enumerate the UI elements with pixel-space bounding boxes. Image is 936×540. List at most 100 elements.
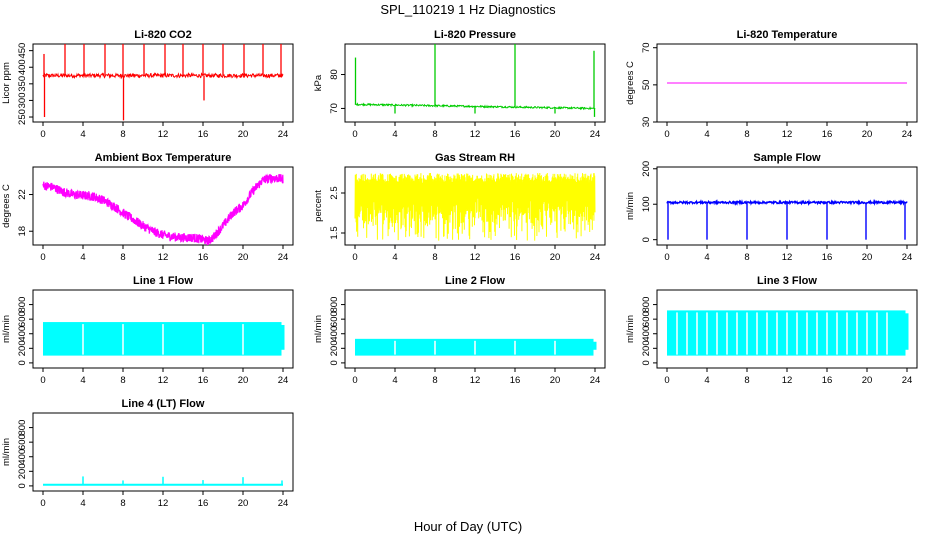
- x-tick-label: 24: [590, 129, 601, 140]
- series-line: [42, 173, 284, 245]
- y-tick-label: 800: [17, 297, 28, 313]
- x-tick-label: 16: [198, 252, 209, 263]
- x-tick-label: 20: [862, 129, 873, 140]
- x-tick-label: 16: [198, 129, 209, 140]
- x-tick-label: 4: [80, 375, 85, 386]
- y-tick-label: 800: [329, 297, 340, 313]
- x-tick-label: 12: [470, 375, 481, 386]
- y-axis-label: degrees C: [625, 61, 636, 105]
- y-tick-label: 18: [17, 226, 28, 237]
- x-tick-label: 4: [704, 252, 709, 263]
- x-tick-label: 0: [352, 129, 357, 140]
- series-line: [42, 72, 284, 80]
- y-tick-label: 200: [17, 463, 28, 479]
- y-tick-label: 200: [329, 340, 340, 356]
- x-tick-label: 16: [510, 252, 521, 263]
- x-tick-label: 12: [158, 252, 169, 263]
- x-tick-label: 24: [902, 375, 913, 386]
- x-tick-label: 24: [902, 129, 913, 140]
- panel-3: Li-820 Temperature degrees C 0 4 8 12 16 20 24 30…: [625, 29, 918, 140]
- y-tick-label: 30: [641, 117, 652, 128]
- x-tick-label: 20: [862, 375, 873, 386]
- y-axis-label: kPa: [313, 74, 324, 91]
- x-tick-label: 0: [40, 129, 45, 140]
- y-tick-label: 0: [641, 360, 652, 365]
- x-tick-label: 0: [352, 375, 357, 386]
- x-tick-label: 16: [510, 375, 521, 386]
- x-tick-label: 16: [198, 498, 209, 509]
- x-tick-label: 12: [782, 252, 793, 263]
- x-tick-label: 8: [744, 252, 749, 263]
- x-tick-label: 12: [470, 252, 481, 263]
- x-tick-label: 8: [744, 375, 749, 386]
- y-tick-label: 50: [641, 80, 652, 91]
- x-tick-label: 8: [120, 129, 125, 140]
- x-tick-label: 24: [590, 252, 601, 263]
- series-group: [43, 322, 285, 356]
- x-tick-label: 0: [352, 252, 357, 263]
- x-tick-label: 16: [822, 375, 833, 386]
- x-tick-label: 20: [550, 129, 561, 140]
- figure-title: SPL_110219 1 Hz Diagnostics: [380, 2, 556, 17]
- series-group: [42, 173, 284, 245]
- y-axis-label: ml/min: [313, 315, 324, 343]
- x-tick-label: 12: [158, 498, 169, 509]
- y-tick-label: 200: [17, 340, 28, 356]
- panel-8: Line 2 Flow ml/min 0 4 8 12 16 20 24 0 20040060080…: [313, 275, 606, 386]
- series-tail: [281, 324, 285, 350]
- x-tick-label: 4: [80, 252, 85, 263]
- y-tick-label: 800: [641, 297, 652, 313]
- x-tick-label: 0: [664, 375, 669, 386]
- series-group: [43, 476, 283, 486]
- y-axis-label: percent: [313, 190, 324, 222]
- x-tick-label: 0: [40, 498, 45, 509]
- panel-5: Gas Stream RH percent 0 4 8 12 16 20 24 1.5 2.5: [313, 152, 606, 263]
- y-tick-label: 22: [17, 189, 28, 200]
- panel-title: Li-820 Pressure: [434, 29, 516, 41]
- y-tick-label: 1.5: [329, 226, 340, 239]
- y-tick-label: 200: [641, 161, 652, 177]
- panel-title: Sample Flow: [753, 152, 821, 164]
- series-group: [42, 44, 284, 121]
- y-tick-label: 0: [17, 483, 28, 488]
- x-tick-label: 20: [238, 252, 249, 263]
- x-tick-label: 12: [158, 375, 169, 386]
- series-group: [666, 198, 908, 240]
- panel-10: Line 4 (LT) Flow ml/min 0 4 8 12 16 20 24 0 200400…: [1, 398, 294, 509]
- series-tail: [905, 313, 909, 350]
- y-tick-label: 0: [17, 360, 28, 365]
- x-tick-label: 12: [158, 129, 169, 140]
- y-tick-label: 70: [641, 42, 652, 53]
- series-group: [355, 338, 597, 356]
- y-tick-label: 600: [17, 434, 28, 450]
- panel-title: Line 1 Flow: [133, 275, 193, 287]
- panel-title: Line 3 Flow: [757, 275, 817, 287]
- y-axis-label: degrees C: [1, 184, 12, 228]
- y-tick-label: 0: [329, 360, 340, 365]
- y-tick-label: 2.5: [329, 186, 340, 199]
- panel-title: Li-820 CO2: [134, 29, 191, 41]
- y-tick-label: 400: [17, 449, 28, 465]
- y-tick-label: 80: [329, 69, 340, 80]
- x-tick-label: 8: [120, 498, 125, 509]
- series-group: [354, 172, 596, 241]
- x-tick-label: 0: [664, 252, 669, 263]
- panel-title: Ambient Box Temperature: [95, 152, 232, 164]
- x-tick-label: 20: [238, 129, 249, 140]
- x-tick-label: 12: [782, 375, 793, 386]
- y-axis-label: Licor ppm: [1, 62, 12, 104]
- y-tick-label: 350: [17, 76, 28, 92]
- x-tick-label: 24: [902, 252, 913, 263]
- panel-title: Li-820 Temperature: [737, 29, 838, 41]
- x-tick-label: 24: [278, 129, 289, 140]
- x-tick-label: 12: [782, 129, 793, 140]
- panel-9: Line 3 Flow ml/min 0 4 8 12 16 20 24 0 20040060080…: [625, 275, 918, 386]
- panel-4: Ambient Box Temperature degrees C 0 4 8 12 16 2…: [1, 152, 294, 263]
- x-tick-label: 20: [550, 375, 561, 386]
- x-tick-label: 0: [40, 252, 45, 263]
- x-tick-label: 16: [510, 129, 521, 140]
- panel-2: Li-820 Pressure kPa 0 4 8 12 16 20 24 70 80: [313, 29, 606, 140]
- y-tick-label: 800: [17, 420, 28, 436]
- y-tick-label: 400: [641, 326, 652, 342]
